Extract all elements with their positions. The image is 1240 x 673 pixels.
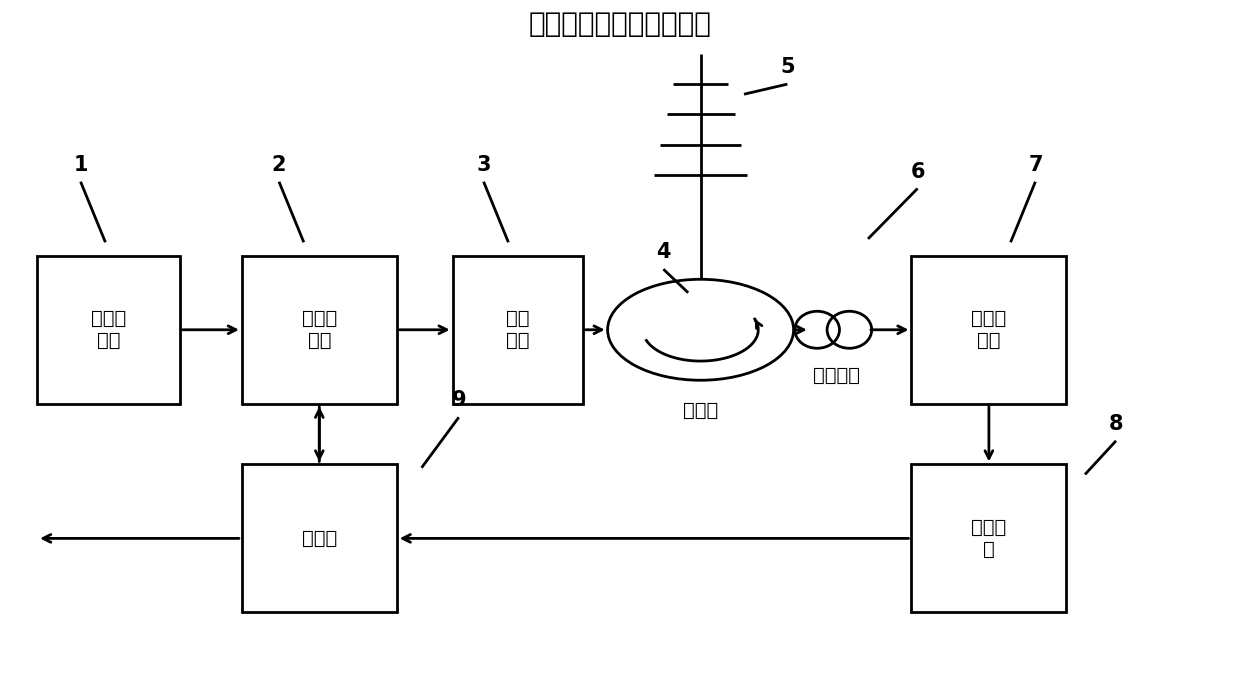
Bar	[37, 256, 180, 404]
Text: 光隔
离器: 光隔 离器	[506, 310, 529, 350]
Bar	[242, 464, 397, 612]
Text: 延时光纤: 延时光纤	[813, 365, 861, 385]
Text: 扫频激
光器: 扫频激 光器	[91, 310, 126, 350]
Text: 分束器: 分束器	[301, 529, 337, 548]
Text: 光电探
测器: 光电探 测器	[971, 310, 1007, 350]
Text: 1: 1	[73, 155, 88, 175]
Bar	[242, 256, 397, 404]
Text: 7: 7	[1028, 155, 1043, 175]
Text: 5: 5	[780, 57, 795, 77]
Bar	[453, 256, 583, 404]
Text: 4: 4	[656, 242, 671, 262]
Bar	[911, 256, 1066, 404]
Text: 6: 6	[910, 162, 925, 182]
Text: 相位调
制器: 相位调 制器	[301, 310, 337, 350]
Text: 环行器: 环行器	[683, 401, 718, 420]
Bar	[911, 464, 1066, 612]
Text: 3: 3	[476, 155, 491, 175]
Text: 2: 2	[272, 155, 286, 175]
Text: 9: 9	[451, 390, 466, 411]
Text: 线性噼歇光纤布拉格光栅: 线性噼歇光纤布拉格光栅	[528, 9, 712, 38]
Text: 电放大
器: 电放大 器	[971, 518, 1007, 559]
Text: 8: 8	[1109, 414, 1123, 434]
